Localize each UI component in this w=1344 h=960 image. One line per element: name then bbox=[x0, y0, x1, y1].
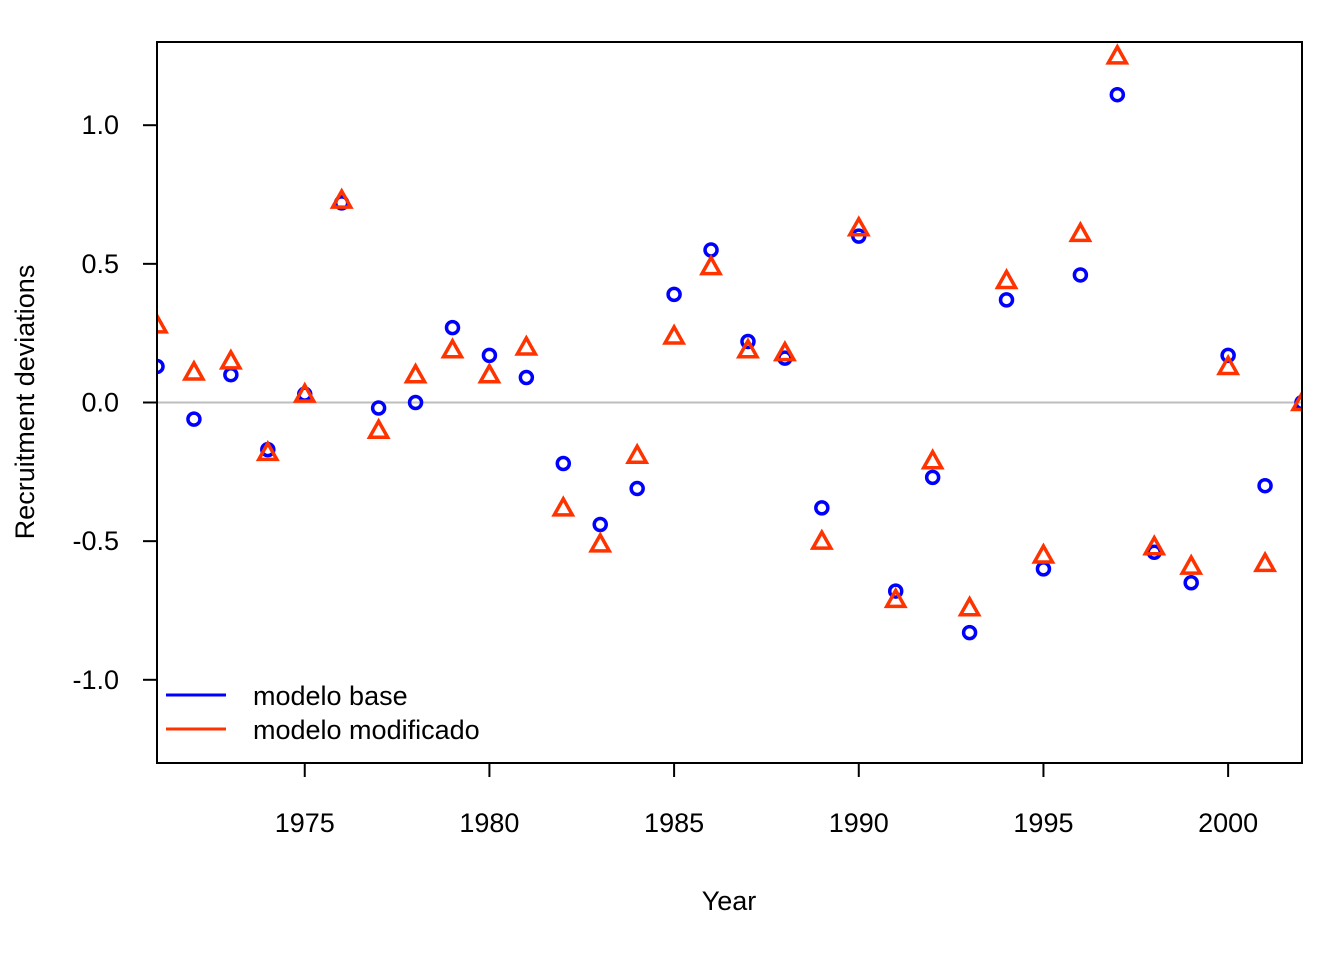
y-tick-label: -1.0 bbox=[72, 665, 119, 695]
x-tick-label: 1975 bbox=[275, 808, 335, 838]
series-modelo-modificado bbox=[157, 43, 1302, 617]
point-circle bbox=[592, 516, 608, 533]
point-triangle bbox=[329, 187, 354, 209]
plot-content bbox=[157, 43, 1302, 641]
point-triangle bbox=[1179, 553, 1204, 575]
y-axis: -1.0 -0.5 0.0 0.5 1.0 bbox=[72, 110, 157, 695]
y-tick-label: -0.5 bbox=[72, 526, 119, 556]
point-circle bbox=[961, 624, 978, 641]
point-circle bbox=[666, 286, 682, 303]
point-triangle bbox=[809, 528, 834, 550]
point-circle bbox=[998, 292, 1015, 308]
point-triangle bbox=[699, 254, 724, 276]
y-tick-label: 0.0 bbox=[81, 388, 119, 418]
point-triangle bbox=[292, 381, 317, 403]
point-circle bbox=[740, 333, 756, 350]
point-triangle bbox=[440, 337, 465, 359]
x-axis-title: Year bbox=[702, 886, 757, 916]
point-triangle bbox=[588, 531, 613, 553]
point-triangle bbox=[181, 359, 206, 381]
point-triangle bbox=[477, 362, 502, 384]
point-triangle bbox=[1216, 353, 1241, 376]
point-circle bbox=[1072, 267, 1089, 283]
point-triangle bbox=[1253, 550, 1278, 573]
point-triangle bbox=[846, 215, 871, 237]
x-tick-label: 1990 bbox=[829, 808, 889, 838]
point-circle bbox=[555, 455, 572, 472]
x-axis: 1975 1980 1985 1990 1995 2000 bbox=[275, 763, 1258, 838]
point-triangle bbox=[551, 495, 576, 517]
legend-label-modelo-base: modelo base bbox=[253, 681, 408, 711]
point-triangle bbox=[366, 417, 391, 439]
point-circle bbox=[481, 347, 498, 364]
point-triangle bbox=[1031, 542, 1056, 564]
point-circle bbox=[518, 369, 535, 386]
plot-marks bbox=[157, 43, 1302, 641]
point-circle bbox=[629, 480, 645, 497]
point-circle bbox=[1183, 575, 1199, 591]
point-triangle bbox=[994, 267, 1019, 290]
point-triangle bbox=[157, 312, 169, 334]
point-triangle bbox=[735, 337, 760, 359]
point-triangle bbox=[1290, 389, 1302, 412]
point-triangle bbox=[957, 595, 982, 617]
point-circle bbox=[924, 469, 941, 486]
y-axis-title: Recruitment deviations bbox=[10, 265, 40, 540]
point-triangle bbox=[920, 448, 945, 470]
legend-label-modelo-modificado: modelo modificado bbox=[253, 715, 480, 745]
point-circle bbox=[814, 500, 830, 516]
point-circle bbox=[1257, 477, 1273, 494]
point-triangle bbox=[1068, 220, 1093, 243]
point-triangle bbox=[403, 362, 428, 384]
x-tick-label: 1980 bbox=[459, 808, 519, 838]
y-tick-label: 0.5 bbox=[81, 249, 119, 279]
point-triangle bbox=[255, 439, 280, 462]
series-modelo-base bbox=[157, 86, 1302, 641]
x-tick-label: 1985 bbox=[644, 808, 704, 838]
point-triangle bbox=[1105, 43, 1130, 65]
point-circle bbox=[1109, 86, 1126, 103]
point-triangle bbox=[1142, 534, 1167, 556]
point-circle bbox=[407, 394, 424, 411]
point-triangle bbox=[625, 442, 650, 464]
point-circle bbox=[157, 358, 165, 375]
point-circle bbox=[444, 319, 461, 336]
point-triangle bbox=[772, 340, 797, 362]
point-triangle bbox=[662, 323, 687, 345]
x-tick-label: 2000 bbox=[1198, 808, 1258, 838]
point-circle bbox=[1220, 347, 1236, 364]
legend: modelo base modelo modificado bbox=[166, 681, 480, 745]
point-triangle bbox=[514, 334, 539, 356]
point-circle bbox=[370, 400, 387, 416]
point-triangle bbox=[218, 348, 243, 370]
point-circle bbox=[887, 583, 904, 599]
x-tick-label: 1995 bbox=[1013, 808, 1073, 838]
y-tick-label: 1.0 bbox=[81, 110, 119, 140]
point-triangle bbox=[883, 586, 908, 609]
point-circle bbox=[186, 411, 202, 427]
